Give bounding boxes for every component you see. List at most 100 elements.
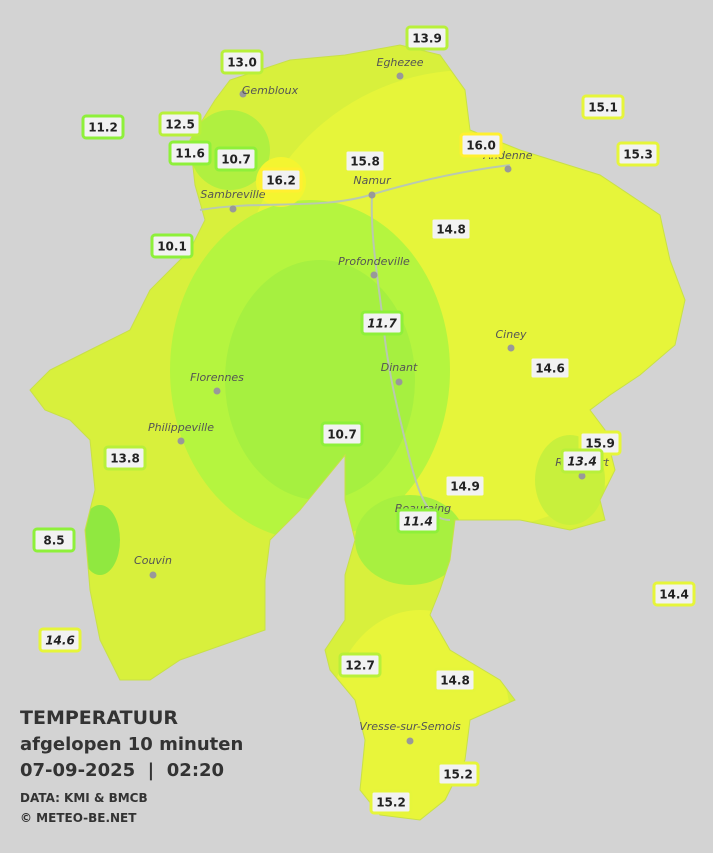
station-box xyxy=(369,789,413,815)
station: 11.6 xyxy=(168,140,212,166)
station-box xyxy=(459,132,503,158)
station-box xyxy=(616,141,660,167)
station: 15.1 xyxy=(581,94,625,120)
station: 13.4 xyxy=(560,448,604,474)
station: 10.1 xyxy=(150,233,194,259)
station-temp: 10.7 xyxy=(327,428,357,442)
station-box xyxy=(652,581,696,607)
station: 10.7 xyxy=(214,146,258,172)
town-name: Profondeville xyxy=(338,255,410,268)
town-name: Eghezee xyxy=(377,56,424,69)
station-temp: 13.8 xyxy=(110,452,140,466)
station-temp: 10.1 xyxy=(157,240,187,254)
station-box xyxy=(150,233,194,259)
station: 15.2 xyxy=(436,761,480,787)
station-temp: 12.5 xyxy=(165,118,195,132)
station-box xyxy=(214,146,258,172)
station: 15.3 xyxy=(616,141,660,167)
station-box xyxy=(338,652,382,678)
station-box xyxy=(220,49,264,75)
station-box xyxy=(81,114,125,140)
river xyxy=(370,194,451,521)
station-box xyxy=(158,111,202,137)
station-temp: 12.7 xyxy=(345,659,375,673)
station: 14.6 xyxy=(528,355,572,381)
station-temp: 11.4 xyxy=(403,515,433,529)
town-name: Ciney xyxy=(496,328,527,341)
station: 13.0 xyxy=(220,49,264,75)
station-temp: 14.6 xyxy=(45,634,75,648)
station-temp: 13.0 xyxy=(227,56,257,70)
station-temp: 15.2 xyxy=(443,768,473,782)
legend-source: DATA: KMI & BMCB xyxy=(20,791,148,805)
station-temp: 15.8 xyxy=(350,155,380,169)
town-dot xyxy=(213,387,221,395)
station: 12.5 xyxy=(158,111,202,137)
town-name: Gembloux xyxy=(242,84,299,97)
legend-title: TEMPERATUUR xyxy=(20,707,178,729)
station-temp: 13.9 xyxy=(412,32,442,46)
station-box xyxy=(38,627,82,653)
station-box xyxy=(32,527,76,553)
station-temp: 8.5 xyxy=(43,534,64,548)
legend-datetime: 07-09-2025 | 02:20 xyxy=(20,760,224,781)
station: 14.8 xyxy=(433,667,477,693)
station-box xyxy=(405,25,449,51)
station-box xyxy=(443,473,487,499)
station-box xyxy=(168,140,212,166)
station-temp: 15.9 xyxy=(585,437,615,451)
town-name: Namur xyxy=(353,174,392,187)
station-temp: 13.4 xyxy=(567,455,597,469)
station-box xyxy=(103,445,147,471)
legend-copyright: © METEO-BE.NET xyxy=(20,811,137,825)
station: 14.9 xyxy=(443,473,487,499)
station-temp: 15.1 xyxy=(588,101,618,115)
station-box xyxy=(429,216,473,242)
station-temp: 14.8 xyxy=(436,223,466,237)
town-name: Dinant xyxy=(381,361,418,374)
station-temp: 11.7 xyxy=(367,317,397,331)
station: 11.2 xyxy=(81,114,125,140)
station-box xyxy=(560,448,604,474)
station-box xyxy=(320,421,364,447)
station-temp: 10.7 xyxy=(221,153,251,167)
town-dot xyxy=(368,191,376,199)
station-temp: 14.6 xyxy=(535,362,565,376)
station-box xyxy=(528,355,572,381)
station: 10.7 xyxy=(320,421,364,447)
legend-subtitle: afgelopen 10 minuten xyxy=(20,734,243,755)
station-temp: 15.2 xyxy=(376,796,406,810)
station: 8.5 xyxy=(32,527,76,553)
town-dot xyxy=(149,571,157,579)
station: 15.2 xyxy=(369,789,413,815)
town-dot xyxy=(395,378,403,386)
station: 16.0 xyxy=(459,132,503,158)
station: 15.8 xyxy=(343,148,387,174)
station-temp: 11.6 xyxy=(175,147,205,161)
station-box xyxy=(360,310,404,336)
station-box xyxy=(581,94,625,120)
town-dot xyxy=(507,344,515,352)
station: 11.7 xyxy=(360,310,404,336)
town-name: Florennes xyxy=(190,371,244,384)
station: 14.8 xyxy=(429,216,473,242)
station: 12.7 xyxy=(338,652,382,678)
town-dot xyxy=(239,90,247,98)
station-box xyxy=(259,167,303,193)
station: 13.8 xyxy=(103,445,147,471)
station-temp: 15.3 xyxy=(623,148,653,162)
station-temp: 14.8 xyxy=(440,674,470,688)
station: 13.9 xyxy=(405,25,449,51)
town-dot xyxy=(229,205,237,213)
town-dot xyxy=(396,72,404,80)
station-temp: 16.0 xyxy=(466,139,496,153)
town-name: Philippeville xyxy=(148,421,214,434)
station-box xyxy=(396,508,440,534)
station-temp: 14.9 xyxy=(450,480,480,494)
town-dot xyxy=(406,737,414,745)
station: 16.2 xyxy=(259,167,303,193)
town-dot xyxy=(504,165,512,173)
station: 11.4 xyxy=(396,508,440,534)
